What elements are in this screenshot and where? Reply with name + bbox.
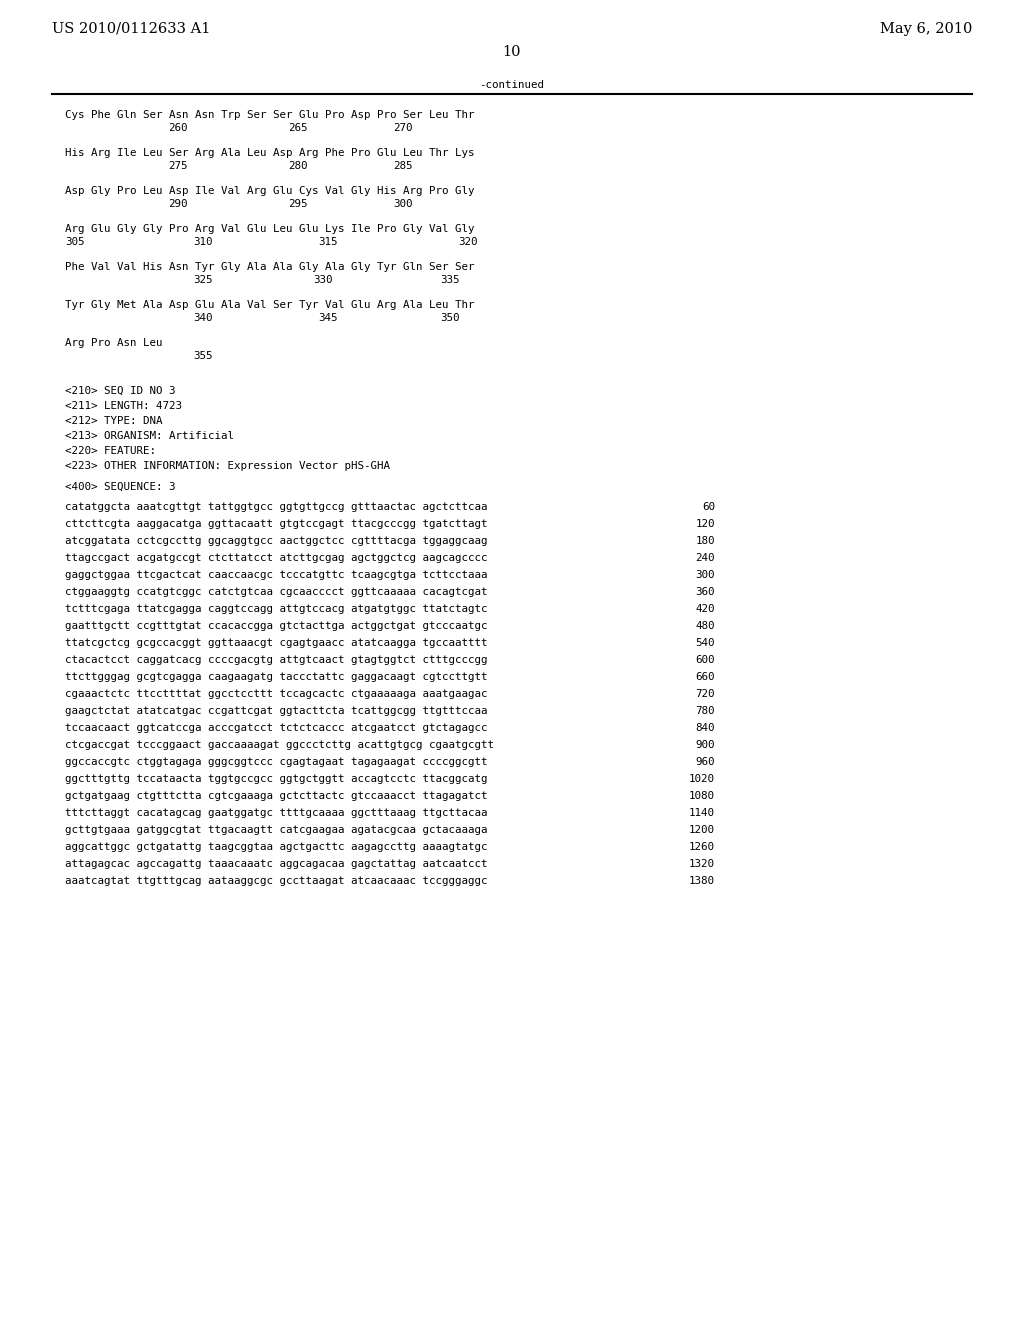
Text: 180: 180 bbox=[695, 536, 715, 546]
Text: 840: 840 bbox=[695, 723, 715, 733]
Text: 345: 345 bbox=[318, 313, 338, 323]
Text: 340: 340 bbox=[193, 313, 213, 323]
Text: 900: 900 bbox=[695, 741, 715, 750]
Text: 295: 295 bbox=[288, 199, 307, 209]
Text: 275: 275 bbox=[168, 161, 187, 172]
Text: 240: 240 bbox=[695, 553, 715, 564]
Text: 325: 325 bbox=[193, 275, 213, 285]
Text: ttcttgggag gcgtcgagga caagaagatg taccctattc gaggacaagt cgtccttgtt: ttcttgggag gcgtcgagga caagaagatg tacccta… bbox=[65, 672, 487, 682]
Text: 305: 305 bbox=[65, 238, 85, 247]
Text: 300: 300 bbox=[393, 199, 413, 209]
Text: 60: 60 bbox=[702, 502, 715, 512]
Text: attagagcac agccagattg taaacaaatc aggcagacaa gagctattag aatcaatcct: attagagcac agccagattg taaacaaatc aggcaga… bbox=[65, 859, 487, 869]
Text: Arg Pro Asn Leu: Arg Pro Asn Leu bbox=[65, 338, 163, 348]
Text: ggccaccgtc ctggtagaga gggcggtccc cgagtagaat tagagaagat ccccggcgtt: ggccaccgtc ctggtagaga gggcggtccc cgagtag… bbox=[65, 756, 487, 767]
Text: cgaaactctc ttccttttat ggcctccttt tccagcactc ctgaaaaaga aaatgaagac: cgaaactctc ttccttttat ggcctccttt tccagca… bbox=[65, 689, 487, 700]
Text: <213> ORGANISM: Artificial: <213> ORGANISM: Artificial bbox=[65, 432, 234, 441]
Text: 355: 355 bbox=[193, 351, 213, 360]
Text: 335: 335 bbox=[440, 275, 460, 285]
Text: <212> TYPE: DNA: <212> TYPE: DNA bbox=[65, 416, 163, 426]
Text: His Arg Ile Leu Ser Arg Ala Leu Asp Arg Phe Pro Glu Leu Thr Lys: His Arg Ile Leu Ser Arg Ala Leu Asp Arg … bbox=[65, 148, 474, 158]
Text: 300: 300 bbox=[695, 570, 715, 579]
Text: ttatcgctcg gcgccacggt ggttaaacgt cgagtgaacc atatcaagga tgccaatttt: ttatcgctcg gcgccacggt ggttaaacgt cgagtga… bbox=[65, 638, 487, 648]
Text: Asp Gly Pro Leu Asp Ile Val Arg Glu Cys Val Gly His Arg Pro Gly: Asp Gly Pro Leu Asp Ile Val Arg Glu Cys … bbox=[65, 186, 474, 195]
Text: May 6, 2010: May 6, 2010 bbox=[880, 22, 972, 36]
Text: aggcattggc gctgatattg taagcggtaa agctgacttc aagagccttg aaaagtatgc: aggcattggc gctgatattg taagcggtaa agctgac… bbox=[65, 842, 487, 851]
Text: Cys Phe Gln Ser Asn Asn Trp Ser Ser Glu Pro Asp Pro Ser Leu Thr: Cys Phe Gln Ser Asn Asn Trp Ser Ser Glu … bbox=[65, 110, 474, 120]
Text: 1200: 1200 bbox=[689, 825, 715, 836]
Text: <210> SEQ ID NO 3: <210> SEQ ID NO 3 bbox=[65, 385, 175, 396]
Text: 1080: 1080 bbox=[689, 791, 715, 801]
Text: <400> SEQUENCE: 3: <400> SEQUENCE: 3 bbox=[65, 482, 175, 492]
Text: Arg Glu Gly Gly Pro Arg Val Glu Leu Glu Lys Ile Pro Gly Val Gly: Arg Glu Gly Gly Pro Arg Val Glu Leu Glu … bbox=[65, 224, 474, 234]
Text: tctttcgaga ttatcgagga caggtccagg attgtccacg atgatgtggc ttatctagtc: tctttcgaga ttatcgagga caggtccagg attgtcc… bbox=[65, 605, 487, 614]
Text: aaatcagtat ttgtttgcag aataaggcgc gccttaagat atcaacaaac tccgggaggc: aaatcagtat ttgtttgcag aataaggcgc gccttaa… bbox=[65, 876, 487, 886]
Text: tccaacaact ggtcatccga acccgatcct tctctcaccc atcgaatcct gtctagagcc: tccaacaact ggtcatccga acccgatcct tctctca… bbox=[65, 723, 487, 733]
Text: -continued: -continued bbox=[479, 81, 545, 90]
Text: 1260: 1260 bbox=[689, 842, 715, 851]
Text: 270: 270 bbox=[393, 123, 413, 133]
Text: ctacactcct caggatcacg ccccgacgtg attgtcaact gtagtggtct ctttgcccgg: ctacactcct caggatcacg ccccgacgtg attgtca… bbox=[65, 655, 487, 665]
Text: Phe Val Val His Asn Tyr Gly Ala Ala Gly Ala Gly Tyr Gln Ser Ser: Phe Val Val His Asn Tyr Gly Ala Ala Gly … bbox=[65, 261, 474, 272]
Text: 1320: 1320 bbox=[689, 859, 715, 869]
Text: 290: 290 bbox=[168, 199, 187, 209]
Text: 1140: 1140 bbox=[689, 808, 715, 818]
Text: cttcttcgta aaggacatga ggttacaatt gtgtccgagt ttacgcccgg tgatcttagt: cttcttcgta aaggacatga ggttacaatt gtgtccg… bbox=[65, 519, 487, 529]
Text: gaagctctat atatcatgac ccgattcgat ggtacttcta tcattggcgg ttgtttccaa: gaagctctat atatcatgac ccgattcgat ggtactt… bbox=[65, 706, 487, 715]
Text: ctcgaccgat tcccggaact gaccaaaagat ggccctcttg acattgtgcg cgaatgcgtt: ctcgaccgat tcccggaact gaccaaaagat ggccct… bbox=[65, 741, 494, 750]
Text: 720: 720 bbox=[695, 689, 715, 700]
Text: <220> FEATURE:: <220> FEATURE: bbox=[65, 446, 156, 455]
Text: tttcttaggt cacatagcag gaatggatgc ttttgcaaaa ggctttaaag ttgcttacaa: tttcttaggt cacatagcag gaatggatgc ttttgca… bbox=[65, 808, 487, 818]
Text: 660: 660 bbox=[695, 672, 715, 682]
Text: ctggaaggtg ccatgtcggc catctgtcaa cgcaacccct ggttcaaaaa cacagtcgat: ctggaaggtg ccatgtcggc catctgtcaa cgcaacc… bbox=[65, 587, 487, 597]
Text: 480: 480 bbox=[695, 620, 715, 631]
Text: gcttgtgaaa gatggcgtat ttgacaagtt catcgaagaa agatacgcaa gctacaaaga: gcttgtgaaa gatggcgtat ttgacaagtt catcgaa… bbox=[65, 825, 487, 836]
Text: 960: 960 bbox=[695, 756, 715, 767]
Text: 330: 330 bbox=[313, 275, 333, 285]
Text: 315: 315 bbox=[318, 238, 338, 247]
Text: 120: 120 bbox=[695, 519, 715, 529]
Text: 360: 360 bbox=[695, 587, 715, 597]
Text: 280: 280 bbox=[288, 161, 307, 172]
Text: gaatttgctt ccgtttgtat ccacaccgga gtctacttga actggctgat gtcccaatgc: gaatttgctt ccgtttgtat ccacaccgga gtctact… bbox=[65, 620, 487, 631]
Text: atcggatata cctcgccttg ggcaggtgcc aactggctcc cgttttacga tggaggcaag: atcggatata cctcgccttg ggcaggtgcc aactggc… bbox=[65, 536, 487, 546]
Text: 1380: 1380 bbox=[689, 876, 715, 886]
Text: 285: 285 bbox=[393, 161, 413, 172]
Text: gctgatgaag ctgtttctta cgtcgaaaga gctcttactc gtccaaacct ttagagatct: gctgatgaag ctgtttctta cgtcgaaaga gctctta… bbox=[65, 791, 487, 801]
Text: 10: 10 bbox=[503, 45, 521, 59]
Text: 1020: 1020 bbox=[689, 774, 715, 784]
Text: <223> OTHER INFORMATION: Expression Vector pHS-GHA: <223> OTHER INFORMATION: Expression Vect… bbox=[65, 461, 390, 471]
Text: gaggctggaa ttcgactcat caaccaacgc tcccatgttc tcaagcgtga tcttcctaaa: gaggctggaa ttcgactcat caaccaacgc tcccatg… bbox=[65, 570, 487, 579]
Text: US 2010/0112633 A1: US 2010/0112633 A1 bbox=[52, 22, 210, 36]
Text: ttagccgact acgatgccgt ctcttatcct atcttgcgag agctggctcg aagcagcccc: ttagccgact acgatgccgt ctcttatcct atcttgc… bbox=[65, 553, 487, 564]
Text: ggctttgttg tccataacta tggtgccgcc ggtgctggtt accagtcctc ttacggcatg: ggctttgttg tccataacta tggtgccgcc ggtgctg… bbox=[65, 774, 487, 784]
Text: 320: 320 bbox=[458, 238, 477, 247]
Text: 600: 600 bbox=[695, 655, 715, 665]
Text: 260: 260 bbox=[168, 123, 187, 133]
Text: 310: 310 bbox=[193, 238, 213, 247]
Text: 420: 420 bbox=[695, 605, 715, 614]
Text: 350: 350 bbox=[440, 313, 460, 323]
Text: Tyr Gly Met Ala Asp Glu Ala Val Ser Tyr Val Glu Arg Ala Leu Thr: Tyr Gly Met Ala Asp Glu Ala Val Ser Tyr … bbox=[65, 300, 474, 310]
Text: 780: 780 bbox=[695, 706, 715, 715]
Text: 540: 540 bbox=[695, 638, 715, 648]
Text: <211> LENGTH: 4723: <211> LENGTH: 4723 bbox=[65, 401, 182, 411]
Text: catatggcta aaatcgttgt tattggtgcc ggtgttgccg gtttaactac agctcttcaa: catatggcta aaatcgttgt tattggtgcc ggtgttg… bbox=[65, 502, 487, 512]
Text: 265: 265 bbox=[288, 123, 307, 133]
